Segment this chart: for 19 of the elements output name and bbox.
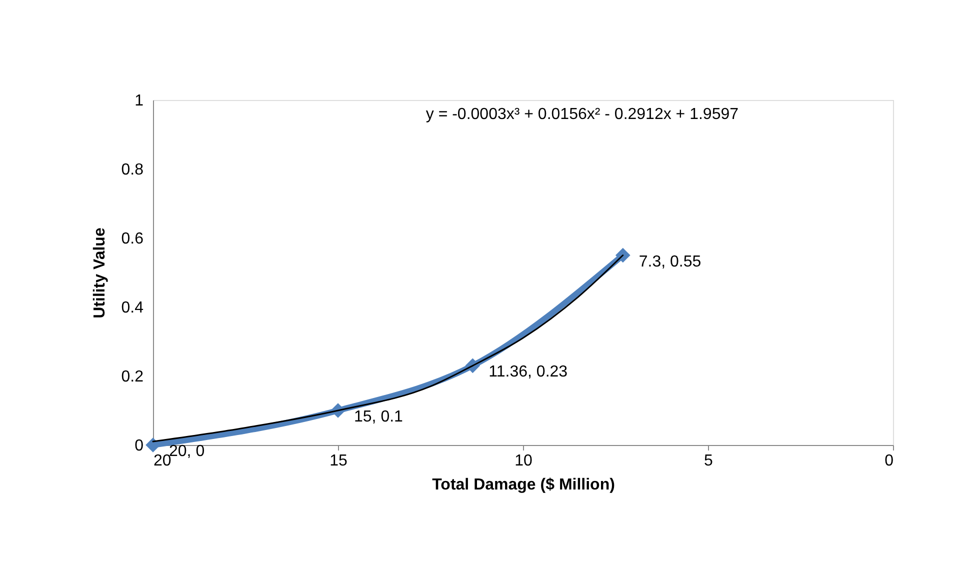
point [146,438,160,452]
point [615,248,630,263]
data-label: 15, 0.1 [354,408,404,426]
x-tick-label: 20 [154,452,172,470]
y-tick-label: 0.6 [121,230,144,248]
y-tick-label: 1 [134,92,144,110]
x-tick-label: 0 [884,452,894,470]
x-tick-label: 10 [514,452,532,470]
x-tick-label: 5 [704,452,714,470]
annotation: y = -0.0003x³ + 0.0156x² - 0.2912x + 1.9597 [426,106,739,123]
x-axis-title: Total Damage ($ Million) [432,476,615,494]
y-axis-title: Utility Value [91,228,108,318]
y-tick-label: 0.8 [121,162,144,178]
y-tick-label: 0.2 [121,368,144,386]
data-label: 7.3, 0.55 [638,253,702,270]
data-label: 11.36, 0.23 [488,364,568,381]
y-tick-label: 0 [134,438,144,454]
x-tick-label: 15 [330,452,348,470]
y-tick-label: 0.4 [121,300,144,316]
